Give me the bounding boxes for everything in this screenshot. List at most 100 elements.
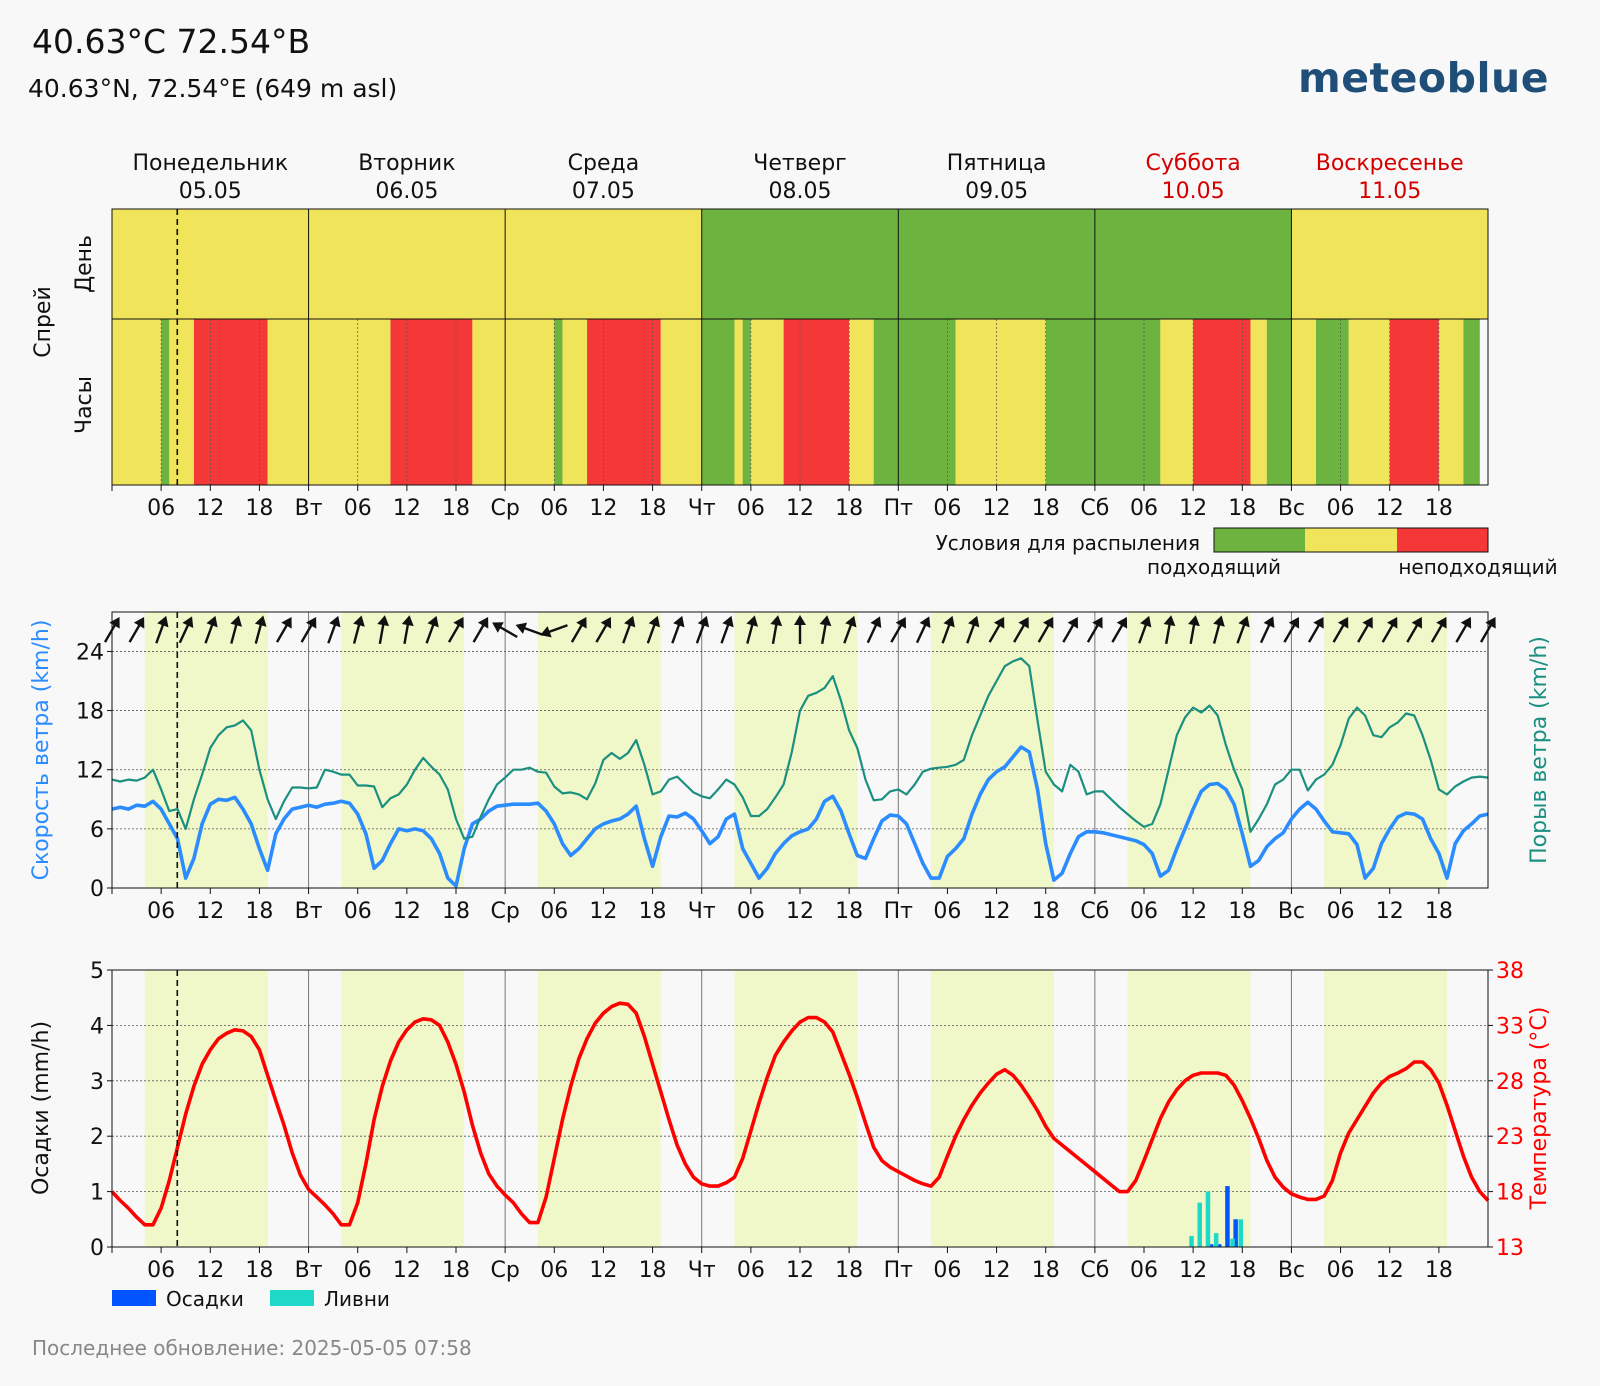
temp-ytick-label: 18 — [1496, 1181, 1524, 1206]
wind-direction-arrow — [1283, 617, 1300, 643]
wind-direction-arrow — [425, 615, 439, 644]
spray-hour-cell — [1463, 319, 1480, 485]
wind-daylight-band — [1127, 612, 1251, 888]
spray-hour-cell — [554, 319, 563, 485]
day-header-name: Вторник — [358, 151, 455, 176]
temp-day-tick-label: Пт — [884, 1258, 914, 1283]
temp-daylight-band — [537, 970, 661, 1247]
temp-hour-tick-label: 06 — [933, 1258, 961, 1283]
spray-hour-cell — [1291, 319, 1316, 485]
wind-hour-tick-label: 12 — [196, 899, 224, 924]
wind-direction-arrow — [646, 615, 660, 644]
wind-hour-tick-label: 18 — [1425, 899, 1453, 924]
spray-hour-tick-label: 12 — [786, 496, 814, 521]
spray-hour-tick-label: 18 — [1032, 496, 1060, 521]
spray-hour-cell — [898, 319, 956, 485]
precip-bar — [1208, 1244, 1214, 1247]
spray-hour-cell — [1094, 319, 1161, 485]
precip-bar — [1225, 1186, 1230, 1247]
temp-hour-tick-label: 18 — [835, 1258, 863, 1283]
wind-direction-arrow — [1212, 615, 1225, 644]
temp-hour-tick-label: 18 — [1425, 1258, 1453, 1283]
wind-direction-arrow — [866, 616, 882, 644]
spray-hour-cell — [472, 319, 506, 485]
wind-hour-tick-label: 06 — [737, 899, 765, 924]
temp-hour-tick-label: 06 — [344, 1258, 372, 1283]
spray-hour-tick-label: 06 — [1327, 496, 1355, 521]
spray-hour-cell — [742, 319, 751, 485]
spray-hour-cell — [1348, 319, 1390, 485]
spray-hour-cell — [169, 319, 194, 485]
wind-hour-tick-label: 12 — [786, 899, 814, 924]
temp-daylight-band — [1324, 970, 1448, 1247]
wind-ytick-label: 0 — [90, 877, 104, 902]
wind-direction-arrow — [1332, 617, 1349, 643]
wind-hour-tick-label: 12 — [393, 899, 421, 924]
temp-ytick-label: 13 — [1496, 1236, 1524, 1261]
wind-direction-arrow — [1430, 617, 1447, 643]
wind-direction-arrow — [966, 615, 980, 644]
wind-ytick-label: 12 — [76, 759, 104, 784]
spray-hour-tick-label: 06 — [737, 496, 765, 521]
spray-hour-tick-label: 12 — [589, 496, 617, 521]
spray-hour-cell — [1045, 319, 1095, 485]
spray-hour-cell — [783, 319, 850, 485]
wind-direction-arrow — [103, 617, 120, 643]
spray-hour-cell — [701, 319, 735, 485]
spray-day-cell — [112, 209, 309, 319]
spray-day-cell — [308, 209, 506, 319]
spray-hour-cell — [112, 319, 162, 485]
temp-hour-tick-label: 06 — [737, 1258, 765, 1283]
day-header-name: Пятница — [947, 151, 1047, 176]
precip-ytick-label: 5 — [90, 959, 104, 984]
spray-hour-tick-label: 06 — [147, 496, 175, 521]
wind-direction-arrow — [230, 615, 242, 644]
spray-hour-cell — [562, 319, 588, 485]
spray-hour-tick-label: 06 — [933, 496, 961, 521]
spray-hour-tick-label: 12 — [983, 496, 1011, 521]
showers-bar — [1213, 1233, 1219, 1247]
spray-hour-cell — [1193, 319, 1251, 485]
wind-direction-arrow — [401, 615, 414, 644]
wind-daylight-band — [144, 612, 268, 888]
spray-title: Спрей — [31, 286, 56, 358]
wind-direction-arrow — [1406, 617, 1422, 643]
temp-hour-tick-label: 18 — [442, 1258, 470, 1283]
spray-hour-tick-label: 18 — [1228, 496, 1256, 521]
wind-direction-arrow — [595, 617, 612, 643]
spray-hour-tick-label: 12 — [1179, 496, 1207, 521]
spray-row-label-day: День — [72, 235, 97, 293]
temp-daylight-band — [1127, 970, 1251, 1247]
wind-direction-arrow — [570, 617, 587, 643]
spray-hour-cell — [955, 319, 1046, 485]
page-title: 40.63°C 72.54°B — [32, 22, 311, 61]
wind-direction-arrow — [327, 615, 341, 644]
temp-hour-tick-label: 12 — [589, 1258, 617, 1283]
spray-hour-cell — [1389, 319, 1439, 485]
spray-legend-swatch-medium — [1305, 528, 1397, 552]
showers-legend-label: Ливни — [324, 1287, 390, 1311]
showers-bar — [1238, 1219, 1243, 1247]
spray-hour-cell — [341, 319, 391, 485]
wind-hour-tick-label: 18 — [245, 899, 273, 924]
day-header-date: 08.05 — [769, 179, 832, 204]
wind-direction-arrow — [720, 615, 734, 644]
wind-hour-tick-label: 12 — [1376, 899, 1404, 924]
day-header-name: Среда — [568, 151, 640, 176]
wind-direction-arrow — [1455, 617, 1472, 643]
wind-day-tick-label: Вс — [1278, 899, 1305, 924]
wind-direction-arrow — [178, 616, 194, 644]
day-header-date: 06.05 — [375, 179, 438, 204]
wind-daylight-band — [341, 612, 465, 888]
wind-direction-arrow — [1236, 615, 1250, 644]
temp-day-tick-label: Вт — [295, 1258, 323, 1283]
wind-direction-arrow — [540, 624, 568, 638]
day-header-name: Суббота — [1146, 151, 1241, 176]
day-header-name: Четверг — [753, 151, 846, 176]
spray-hour-cell — [750, 319, 784, 485]
wind-direction-arrow — [1259, 616, 1275, 644]
precip-bar — [1217, 1244, 1222, 1247]
temp-hour-tick-label: 06 — [1327, 1258, 1355, 1283]
meteoblue-logo: meteoblue — [1298, 54, 1550, 102]
spray-day-cell — [1291, 209, 1488, 319]
